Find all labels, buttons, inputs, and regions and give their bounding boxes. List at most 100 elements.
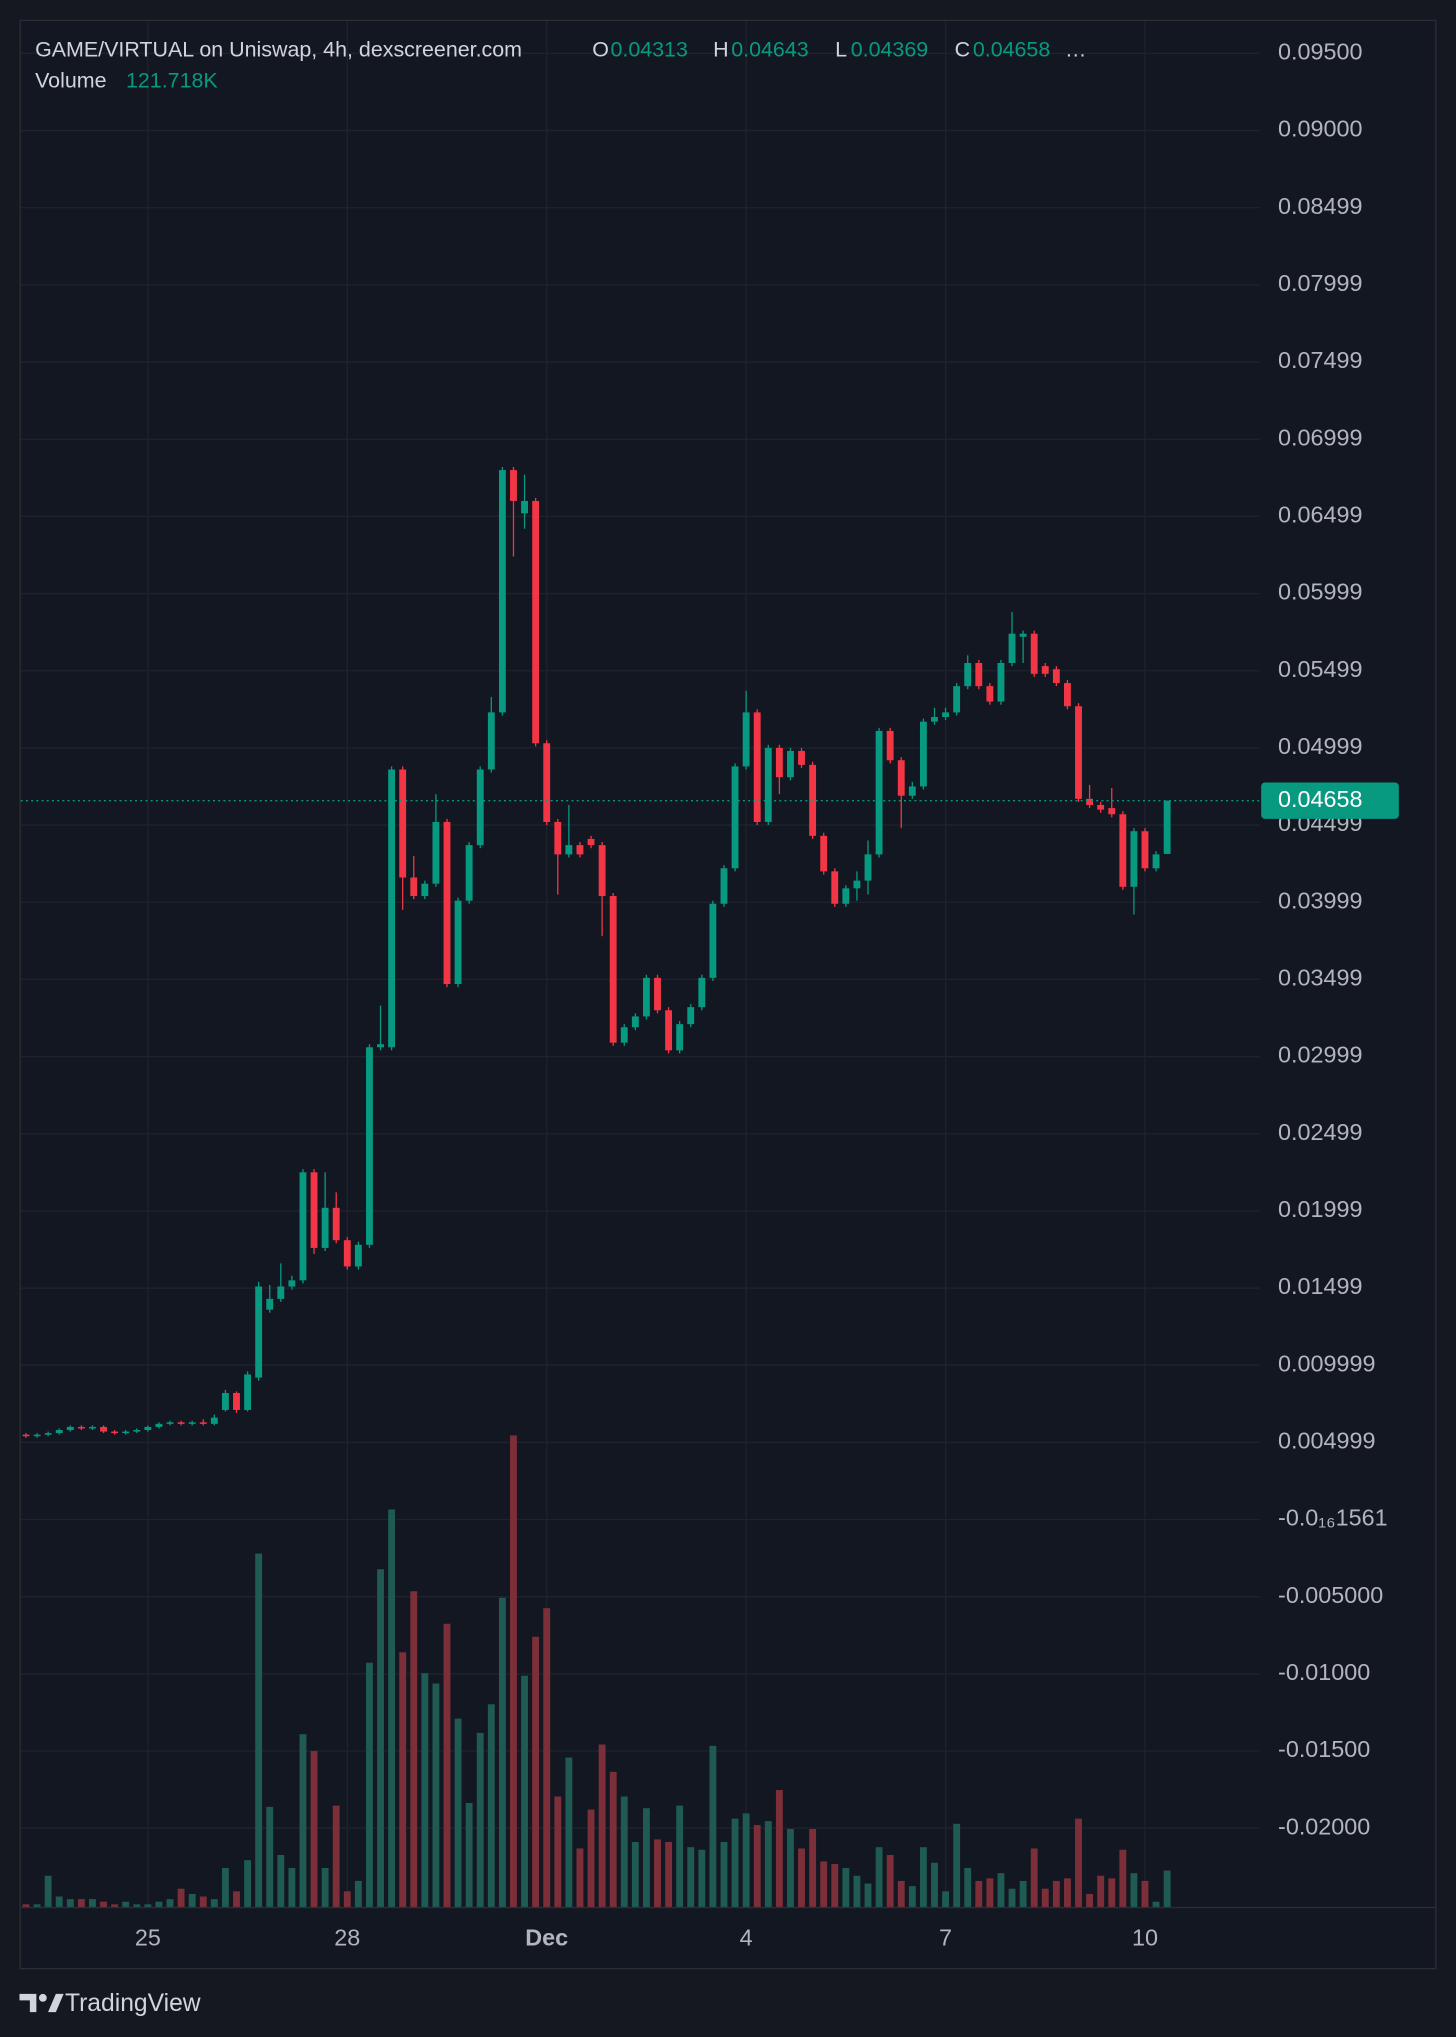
volume-bar <box>1008 1888 1016 1907</box>
y-tick-label: 0.02499 <box>1278 1119 1362 1145</box>
candle-body <box>22 1434 30 1437</box>
logo-mark <box>38 1993 47 2002</box>
candle-body <box>1075 706 1082 799</box>
volume-bar <box>55 1896 63 1907</box>
volume-bar <box>399 1652 407 1907</box>
candle-body <box>787 750 794 778</box>
candle-body <box>510 470 517 501</box>
candle-body <box>77 1426 85 1429</box>
candle-body <box>199 1422 207 1424</box>
volume-bar <box>366 1662 373 1907</box>
candle-body <box>44 1433 52 1435</box>
volume-bar <box>432 1683 440 1907</box>
volume-bar <box>177 1888 185 1907</box>
candle-body <box>255 1286 263 1378</box>
volume-bar <box>554 1796 562 1907</box>
x-tick-label: 4 <box>740 1925 753 1951</box>
candles <box>22 467 1171 1438</box>
legend-label: L <box>835 38 847 62</box>
volume-bar <box>620 1796 628 1907</box>
volume-bar <box>687 1847 695 1907</box>
candle-body <box>1086 798 1094 805</box>
candle-body <box>310 1172 318 1248</box>
candle-body <box>665 1010 673 1051</box>
volume-bar <box>454 1718 462 1907</box>
volume-bar <box>465 1802 473 1907</box>
candle-body <box>277 1286 285 1299</box>
candle-body <box>565 845 573 855</box>
candle-body <box>521 500 528 514</box>
candle-body <box>498 470 506 713</box>
x-tick-label: 10 <box>1132 1925 1158 1951</box>
candle-body <box>532 500 540 744</box>
candle-body <box>443 821 451 985</box>
candle-body <box>897 760 905 796</box>
volume-bar <box>66 1899 74 1907</box>
candle-body <box>144 1426 152 1431</box>
candle-body <box>1041 666 1049 674</box>
tradingview-logo: TradingView <box>19 1990 201 2017</box>
candle-body <box>1141 831 1149 869</box>
volume-bar <box>1141 1880 1149 1907</box>
y-tick-label: 0.08499 <box>1278 193 1362 219</box>
volume-bar <box>122 1901 130 1907</box>
candle-body <box>809 764 817 836</box>
candle-body <box>853 880 861 889</box>
candle-body <box>1019 633 1027 637</box>
volume-bar <box>476 1732 484 1907</box>
volume-bar <box>388 1509 396 1907</box>
candle-body <box>1097 804 1105 810</box>
candle-body <box>576 845 584 855</box>
volume-bar <box>1086 1893 1094 1907</box>
volume-bar <box>487 1704 495 1907</box>
volume-bar <box>100 1901 107 1907</box>
y-tick-label: 0.01999 <box>1278 1196 1362 1222</box>
candle-body <box>476 769 484 846</box>
volume-bar <box>1052 1880 1060 1907</box>
y-tick-label: 0.09500 <box>1278 39 1362 65</box>
candle-body <box>997 663 1005 702</box>
volume-bar <box>565 1757 573 1907</box>
volume-bar <box>266 1806 274 1907</box>
volume-bar <box>1063 1878 1071 1907</box>
y-tick-label: -0.01500 <box>1278 1736 1370 1762</box>
candle-body <box>587 838 595 846</box>
volume-bar <box>742 1813 750 1907</box>
volume-bar <box>775 1790 783 1907</box>
volume-bar <box>343 1891 351 1907</box>
candle-body <box>1030 633 1038 674</box>
y-tick-label: 0.06499 <box>1278 502 1362 528</box>
candle-body <box>842 888 850 904</box>
candle-body <box>798 750 805 765</box>
candle-body <box>731 766 739 869</box>
candle-body <box>421 883 429 897</box>
volume-bar <box>698 1849 706 1907</box>
y-tick-label: 0.004999 <box>1278 1428 1375 1454</box>
candle-body <box>753 712 761 822</box>
volume-bar <box>498 1597 506 1907</box>
candle-body <box>620 1027 628 1043</box>
volume-bar <box>731 1818 739 1907</box>
axes: 0.09500 0.09000 0.08499 0.07999 0.07499 0.069… <box>20 39 1399 1951</box>
volume-bar <box>188 1893 196 1907</box>
chart-frame <box>19 19 1437 1970</box>
volume-bar <box>964 1867 972 1907</box>
candle-body <box>687 1007 695 1025</box>
candle-body <box>487 712 495 770</box>
candle-body <box>764 747 772 822</box>
candle-body <box>388 769 396 1048</box>
volume-bar <box>77 1899 85 1907</box>
candle-body <box>543 743 551 822</box>
candle-body <box>654 977 661 1011</box>
x-tick-label: 25 <box>135 1925 161 1951</box>
candle-body <box>410 877 418 897</box>
candle-body <box>343 1240 351 1267</box>
legend-label: H <box>713 38 728 62</box>
volume-bar <box>1130 1873 1138 1907</box>
candle-body <box>742 712 750 767</box>
candle-body <box>122 1431 130 1434</box>
candle-body <box>1008 633 1016 664</box>
volume-bar <box>443 1623 451 1907</box>
volume-bar <box>787 1828 794 1907</box>
volume-bar <box>89 1899 96 1907</box>
